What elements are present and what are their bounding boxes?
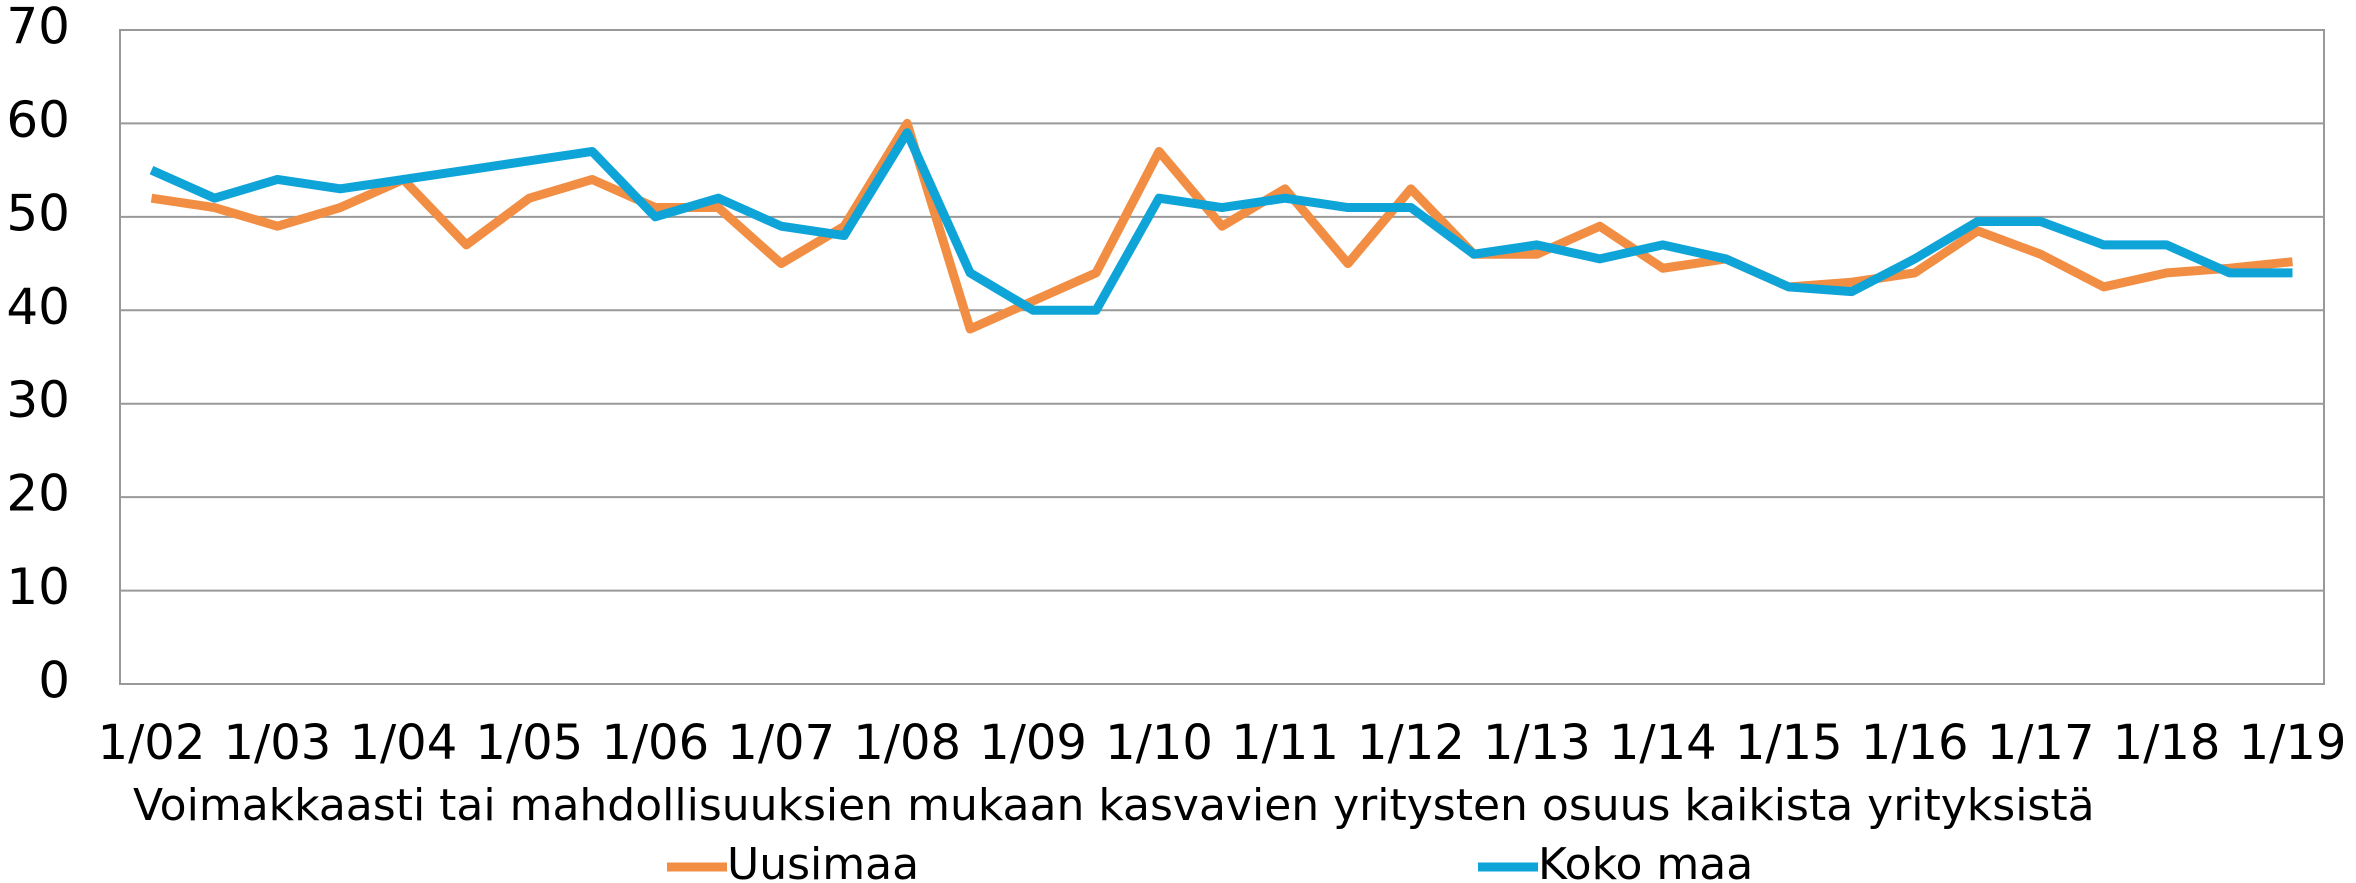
x-tick-label: 1/02 — [98, 715, 206, 771]
x-tick-label: 1/13 — [1483, 715, 1591, 771]
x-tick-label: 1/16 — [1861, 715, 1969, 771]
legend-label: Koko maa — [1538, 839, 1753, 883]
x-axis-title: Voimakkaasti tai mahdollisuuksien mukaan… — [133, 780, 2095, 831]
y-tick-label: 40 — [6, 278, 70, 336]
y-tick-label: 10 — [6, 558, 70, 616]
x-tick-label: 1/15 — [1735, 715, 1843, 771]
x-tick-label: 1/08 — [853, 715, 961, 771]
plot-border — [119, 29, 2325, 685]
line-series — [149, 128, 2293, 315]
x-tick-label: 1/19 — [2239, 715, 2347, 771]
x-tick-label: 1/17 — [1987, 715, 2095, 771]
x-tick-label: 1/03 — [224, 715, 332, 771]
x-tick-label: 1/09 — [979, 715, 1087, 771]
x-tick-label: 1/18 — [2113, 715, 2221, 771]
line-series — [150, 118, 2293, 334]
y-tick-label: 30 — [6, 371, 70, 429]
y-tick-label: 20 — [6, 465, 70, 523]
x-tick-label: 1/06 — [601, 715, 709, 771]
x-tick-label: 1/07 — [727, 715, 835, 771]
y-tick-label: 60 — [6, 91, 70, 149]
x-tick-label: 1/11 — [1231, 715, 1339, 771]
x-tick-label: 1/10 — [1105, 715, 1213, 771]
x-tick-label: 1/05 — [475, 715, 583, 771]
x-tick-label: 1/12 — [1357, 715, 1465, 771]
y-tick-label: 70 — [6, 0, 70, 56]
x-tick-label: 1/14 — [1609, 715, 1717, 771]
x-tick-label: 1/04 — [349, 715, 457, 771]
y-tick-label: 0 — [38, 652, 70, 710]
y-tick-label: 50 — [6, 184, 70, 242]
legend-label: Uusimaa — [727, 839, 919, 883]
